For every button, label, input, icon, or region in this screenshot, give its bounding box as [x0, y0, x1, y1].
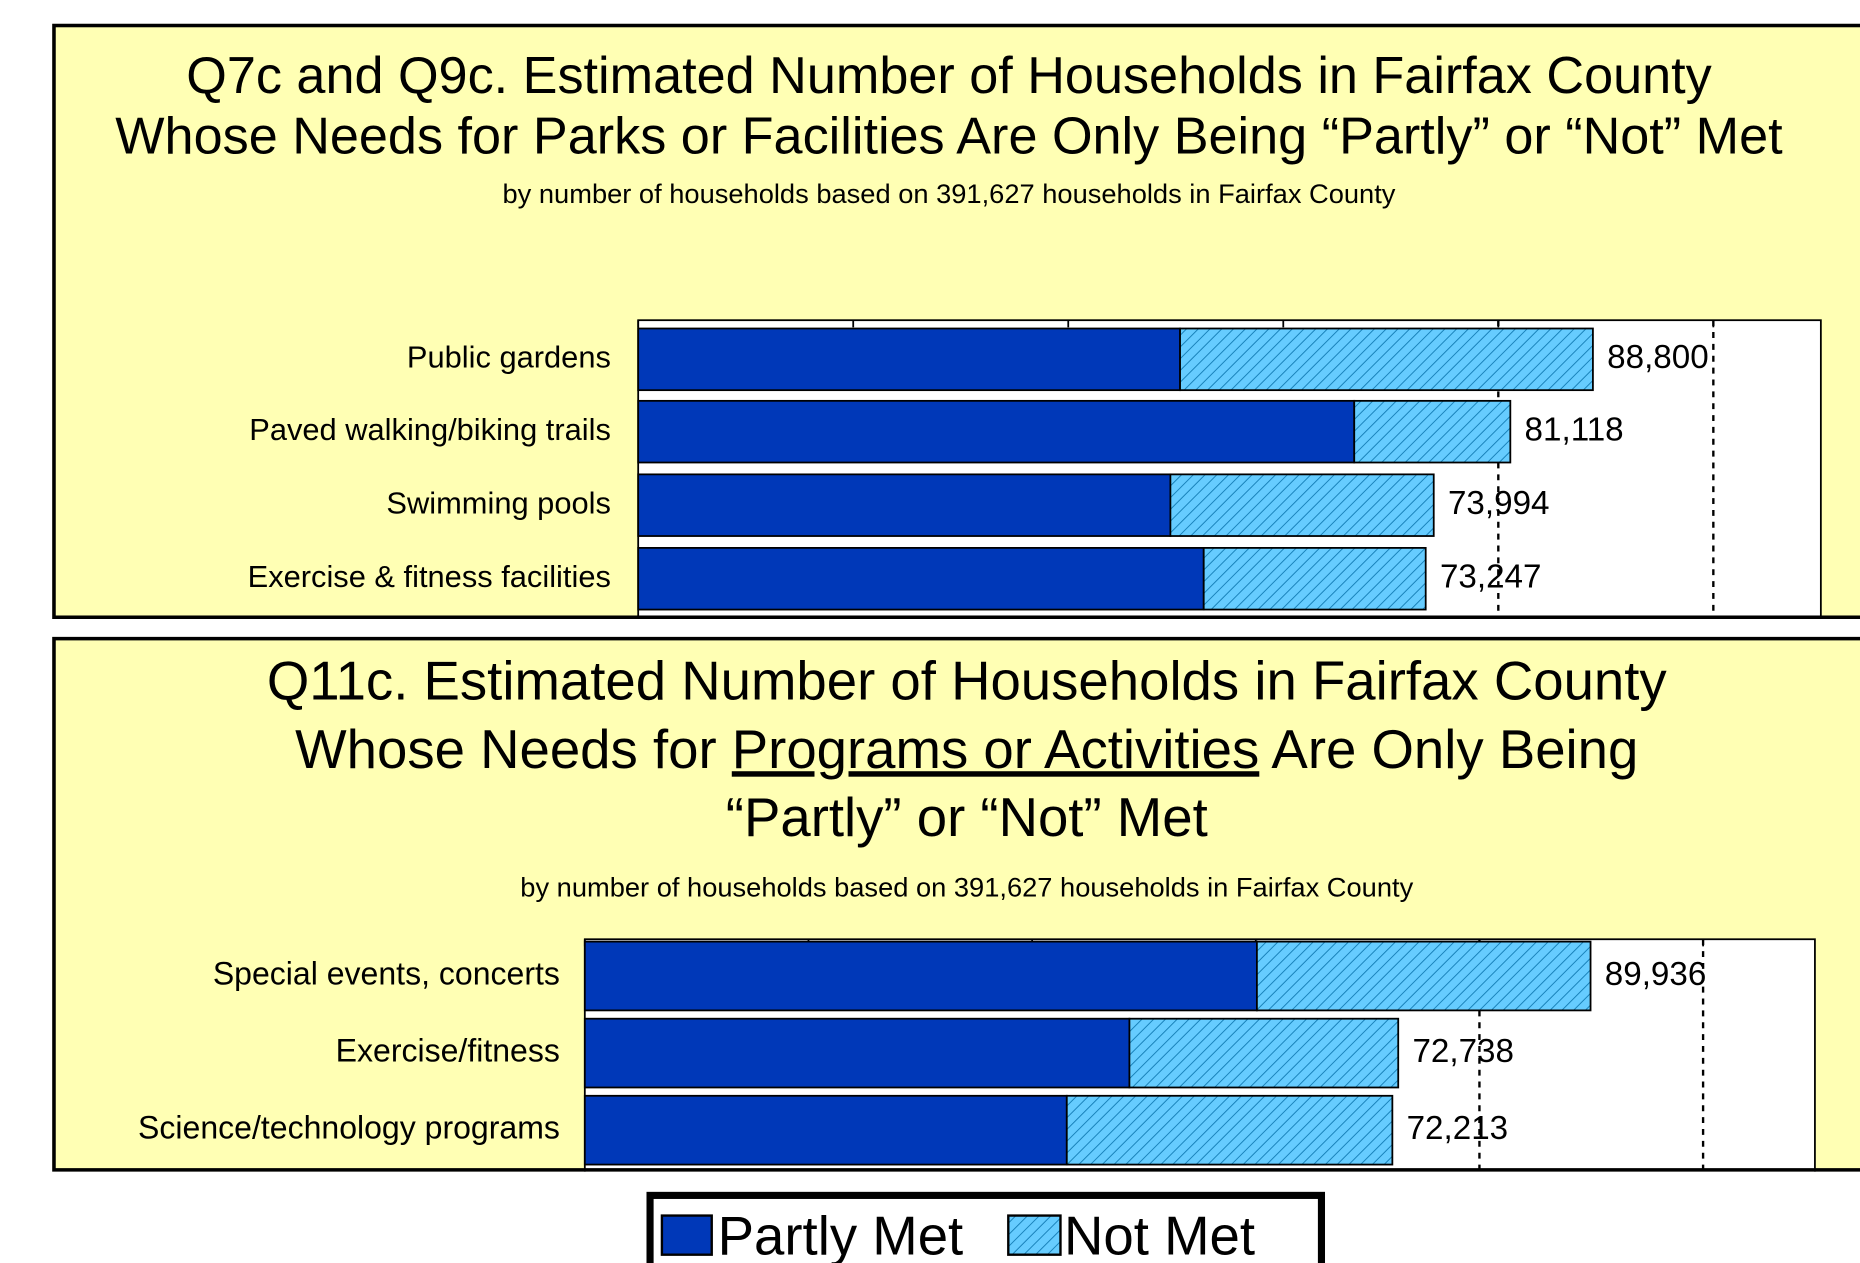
bar-segment	[637, 473, 1172, 537]
bar-segment	[1065, 1094, 1394, 1166]
total-label: 88,800	[1607, 339, 1709, 376]
y-tick-label: Special events, concerts	[213, 955, 560, 991]
title-part: Q11c. Estimated Number of Households in …	[267, 651, 1668, 712]
chart-title: Whose Needs for Parks or Facilities Are …	[115, 108, 1783, 166]
bar-segment	[1179, 327, 1594, 392]
total-label: 73,247	[1440, 558, 1542, 595]
y-tick-label: Public gardens	[407, 339, 611, 374]
legend-swatch	[660, 1214, 713, 1256]
title-part: “Partly” or “Not” Met	[726, 787, 1208, 848]
y-tick-label: Paved walking/biking trails	[249, 412, 611, 447]
legend-box	[646, 1191, 1326, 1263]
bar-segment	[1128, 1017, 1400, 1089]
y-tick-label: Swimming pools	[386, 485, 610, 520]
title-part: Are Only Being	[1259, 720, 1638, 781]
y-tick-label: Exercise/fitness	[336, 1033, 560, 1069]
bar-segment	[583, 940, 1258, 1012]
total-label: 73,994	[1448, 485, 1550, 522]
bar-segment	[583, 1094, 1068, 1166]
y-tick-label: Exercise & fitness facilities	[248, 559, 611, 594]
chart-title: Whose Needs for Programs or Activities A…	[295, 720, 1638, 781]
bar-segment	[1353, 399, 1512, 464]
legend-label: Not Met	[1064, 1206, 1255, 1263]
legend: Partly Met Not Met	[646, 1191, 1326, 1263]
bar-segment	[637, 327, 1181, 392]
chart-title: Q11c. Estimated Number of Households in …	[267, 651, 1668, 712]
title-part: Programs or Activities	[732, 720, 1260, 781]
y-tick-label: Science/technology programs	[138, 1110, 560, 1146]
legend-label: Partly Met	[718, 1206, 964, 1263]
chart-title: Q7c and Q9c. Estimated Number of Househo…	[186, 47, 1711, 105]
chart-title: “Partly” or “Not” Met	[726, 787, 1208, 848]
bar-segment	[1169, 473, 1435, 537]
chart-subtitle: by number of households based on 391,627…	[503, 178, 1396, 209]
total-label: 81,118	[1525, 411, 1624, 448]
chart-panel: Q11c. Estimated Number of Households in …	[52, 636, 1860, 1172]
title-part: Whose Needs for	[295, 720, 732, 781]
bar-segment	[583, 1017, 1131, 1089]
legend-swatch	[1007, 1214, 1062, 1256]
bar-segment	[637, 547, 1205, 611]
total-label: 89,936	[1605, 956, 1707, 993]
bar-segment	[1202, 547, 1427, 611]
chart-panel: Q7c and Q9c. Estimated Number of Househo…	[52, 23, 1860, 620]
chart-subtitle: by number of households based on 391,627…	[520, 872, 1413, 903]
bar-segment	[637, 399, 1356, 464]
bar-segment	[1256, 940, 1592, 1012]
total-label: 72,213	[1407, 1110, 1509, 1147]
total-label: 72,738	[1412, 1033, 1514, 1070]
